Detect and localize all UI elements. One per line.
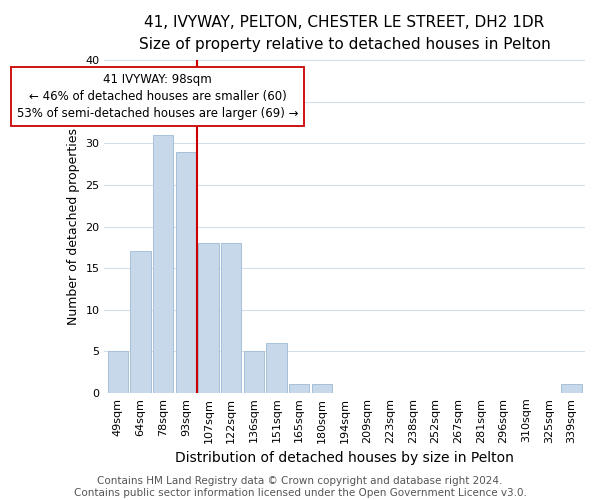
Bar: [199, 243, 219, 393]
Text: 41 IVYWAY: 98sqm
← 46% of detached houses are smaller (60)
53% of semi-detached : 41 IVYWAY: 98sqm ← 46% of detached house…: [17, 73, 298, 120]
X-axis label: Distribution of detached houses by size in Pelton: Distribution of detached houses by size …: [175, 451, 514, 465]
Bar: [107, 351, 128, 393]
Bar: [130, 252, 151, 393]
Bar: [561, 384, 581, 393]
Bar: [221, 243, 241, 393]
Bar: [244, 351, 264, 393]
Y-axis label: Number of detached properties: Number of detached properties: [67, 128, 80, 325]
Bar: [266, 343, 287, 393]
Bar: [289, 384, 310, 393]
Title: 41, IVYWAY, PELTON, CHESTER LE STREET, DH2 1DR
Size of property relative to deta: 41, IVYWAY, PELTON, CHESTER LE STREET, D…: [139, 15, 550, 52]
Bar: [153, 135, 173, 393]
Bar: [312, 384, 332, 393]
Bar: [176, 152, 196, 393]
Text: Contains HM Land Registry data © Crown copyright and database right 2024.
Contai: Contains HM Land Registry data © Crown c…: [74, 476, 526, 498]
